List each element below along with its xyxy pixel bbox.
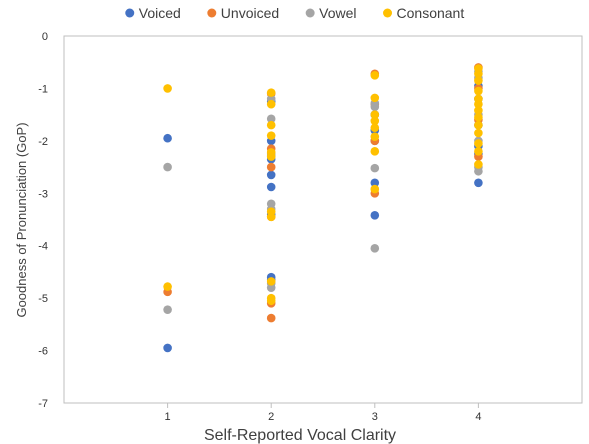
legend-marker-consonant [383, 8, 393, 18]
point-consonant [266, 99, 276, 109]
point-consonant [266, 277, 276, 286]
point-consonant [266, 120, 276, 130]
plot-area [63, 35, 583, 404]
point-vowel [266, 283, 276, 292]
legend-label-unvoiced: Unvoiced [221, 5, 279, 21]
point-voiced [370, 178, 380, 188]
point-voiced [266, 170, 276, 180]
x-axis-ticks: 1 2 3 4 [165, 403, 481, 423]
point-consonant [266, 88, 276, 97]
y-axis-label: Goodness of Pronunciation (GoP) [14, 122, 29, 317]
legend-marker-voiced [125, 8, 135, 18]
point-voiced [370, 211, 380, 220]
point-consonant [266, 131, 276, 140]
point-vowel [266, 114, 276, 124]
legend-item-consonant: Consonant [383, 5, 464, 21]
legend-marker-unvoiced [207, 8, 217, 18]
point-consonant [474, 160, 483, 169]
legend-marker-vowel [305, 8, 315, 18]
y-tick-label: -4 [38, 241, 48, 253]
point-consonant [474, 120, 483, 130]
x-tick-label: 1 [165, 411, 171, 423]
x-axis-label: Self-Reported Vocal Clarity [204, 427, 396, 444]
point-consonant [370, 132, 380, 141]
point-consonant [370, 147, 380, 156]
y-tick-label: 0 [42, 31, 48, 43]
y-tick-label: -5 [38, 293, 48, 305]
point-consonant [474, 139, 483, 148]
legend-item-vowel: Vowel [305, 5, 357, 21]
point-consonant [474, 112, 483, 122]
point-voiced [266, 182, 276, 192]
point-voiced [163, 133, 172, 143]
point-consonant [163, 84, 172, 93]
point-vowel [370, 102, 380, 112]
point-consonant [163, 282, 172, 291]
y-tick-label: -3 [38, 188, 48, 200]
point-consonant [370, 184, 380, 194]
x-tick-label: 4 [475, 411, 481, 423]
y-tick-label: -6 [38, 346, 48, 358]
point-consonant [474, 128, 483, 138]
point-unvoiced [266, 313, 276, 323]
y-tick-label: -7 [38, 398, 48, 410]
point-unvoiced [266, 162, 276, 172]
x-tick-label: 2 [268, 411, 274, 423]
point-consonant [266, 296, 276, 306]
legend-item-unvoiced: Unvoiced [207, 5, 279, 21]
point-consonant [370, 93, 380, 103]
point-consonant [370, 71, 380, 80]
point-consonant [474, 86, 483, 96]
point-vowel [474, 166, 483, 176]
point-consonant [474, 147, 483, 156]
point-vowel [370, 244, 380, 253]
legend-label-voiced: Voiced [139, 5, 181, 21]
point-consonant [266, 152, 276, 161]
point-consonant [370, 123, 380, 133]
point-consonant [474, 76, 483, 85]
point-vowel [163, 305, 172, 314]
point-vowel [370, 163, 380, 173]
point-vowel [163, 162, 172, 172]
legend-item-voiced: Voiced [125, 5, 181, 21]
legend: Voiced Unvoiced Vowel Consonant [125, 5, 464, 21]
point-consonant [370, 116, 380, 126]
point-consonant [370, 110, 380, 119]
point-consonant [266, 212, 276, 222]
point-consonant [474, 106, 483, 115]
point-consonant [474, 99, 483, 109]
point-voiced [474, 178, 483, 188]
y-axis-ticks: 0 -1 -2 -3 -4 -5 -6 -7 [38, 31, 48, 410]
point-consonant [474, 69, 483, 79]
legend-label-consonant: Consonant [397, 5, 465, 21]
data-points [163, 63, 483, 353]
point-voiced [163, 343, 172, 353]
y-tick-label: -1 [38, 83, 48, 95]
y-tick-label: -2 [38, 136, 48, 148]
legend-label-vowel: Vowel [319, 5, 356, 21]
x-tick-label: 3 [372, 411, 378, 423]
